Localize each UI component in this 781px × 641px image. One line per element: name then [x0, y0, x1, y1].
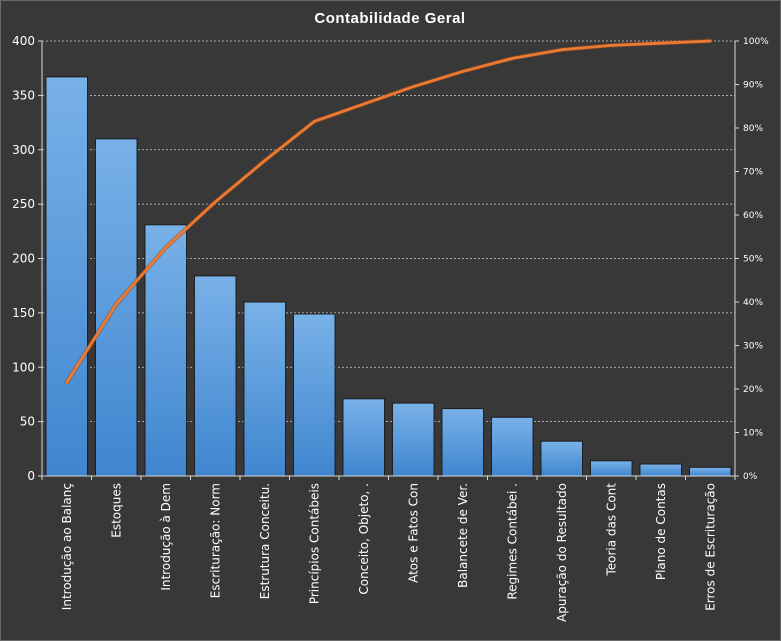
y2-tick-label: 20%: [743, 385, 763, 395]
cumulative-line: [65, 39, 712, 384]
x-axis-tick-labels: Introdução ao Balanç Estoques Introdução à…: [60, 483, 718, 622]
bar: [391, 402, 435, 477]
bar: [441, 408, 485, 477]
x-tick-label: Balancete de Ver.: [456, 483, 470, 588]
bar: [292, 313, 336, 477]
bar: [342, 398, 386, 477]
y-tick-label: 350: [12, 88, 35, 102]
y2-tick-label: 100%: [743, 37, 769, 47]
bar: [589, 460, 633, 477]
axes: [38, 40, 739, 480]
x-tick-label: Atos e Fatos Con: [406, 483, 420, 583]
y-tick-label: 200: [12, 252, 35, 266]
x-tick-label: Apuração do Resultado: [555, 483, 569, 622]
x-tick-label: Introdução ao Balanç: [60, 483, 74, 610]
y-axis-tick-labels: 0 50 100 150 200 250 300 350 400: [12, 34, 35, 483]
x-tick-label: Plano de Contas: [654, 483, 668, 580]
bar: [639, 463, 683, 477]
y2-tick-label: 30%: [743, 342, 763, 352]
y2-tick-label: 60%: [743, 211, 763, 221]
y-tick-label: 250: [12, 197, 35, 211]
gridlines: [42, 40, 735, 423]
y-tick-label: 0: [27, 469, 35, 483]
x-tick-label: Estoques: [109, 483, 123, 538]
x-tick-label: Estrutura Conceitu.: [258, 483, 272, 599]
y2-axis-tick-labels: 0% 10% 20% 30% 40% 50% 60% 70% 80% 90% 100%: [743, 37, 769, 482]
y-tick-label: 50: [20, 415, 35, 429]
bar: [688, 466, 732, 477]
y-tick-label: 400: [12, 34, 35, 48]
bar-series: [45, 76, 732, 477]
cumulative-line-series: [64, 38, 713, 385]
y2-tick-label: 10%: [743, 429, 763, 439]
x-tick-label: Princípios Contábeis: [307, 483, 321, 604]
y2-tick-label: 90%: [743, 81, 763, 91]
bar: [540, 440, 584, 477]
chart-title: Contabilidade Geral: [314, 10, 465, 27]
y2-tick-label: 50%: [743, 255, 763, 265]
bar: [490, 416, 534, 477]
bar: [45, 76, 89, 477]
bar: [243, 301, 287, 477]
bar: [193, 275, 237, 477]
y-tick-label: 300: [12, 143, 35, 157]
x-tick-label: Teoria das Cont: [604, 483, 618, 577]
y2-tick-label: 80%: [743, 124, 763, 134]
x-tick-label: Regimes Contábei .: [505, 483, 519, 600]
y-tick-label: 100: [12, 360, 35, 374]
x-tick-label: Erros de Escrituração: [703, 483, 717, 611]
y-tick-label: 150: [12, 306, 35, 320]
y2-tick-label: 40%: [743, 298, 763, 308]
x-tick-label: Introdução à Dem: [159, 483, 173, 591]
y2-tick-label: 0%: [743, 472, 758, 482]
x-tick-label: Escrituração: Norm: [208, 483, 222, 598]
y2-tick-label: 70%: [743, 168, 763, 178]
x-tick-label: Conceito, Objeto, .: [357, 483, 371, 595]
